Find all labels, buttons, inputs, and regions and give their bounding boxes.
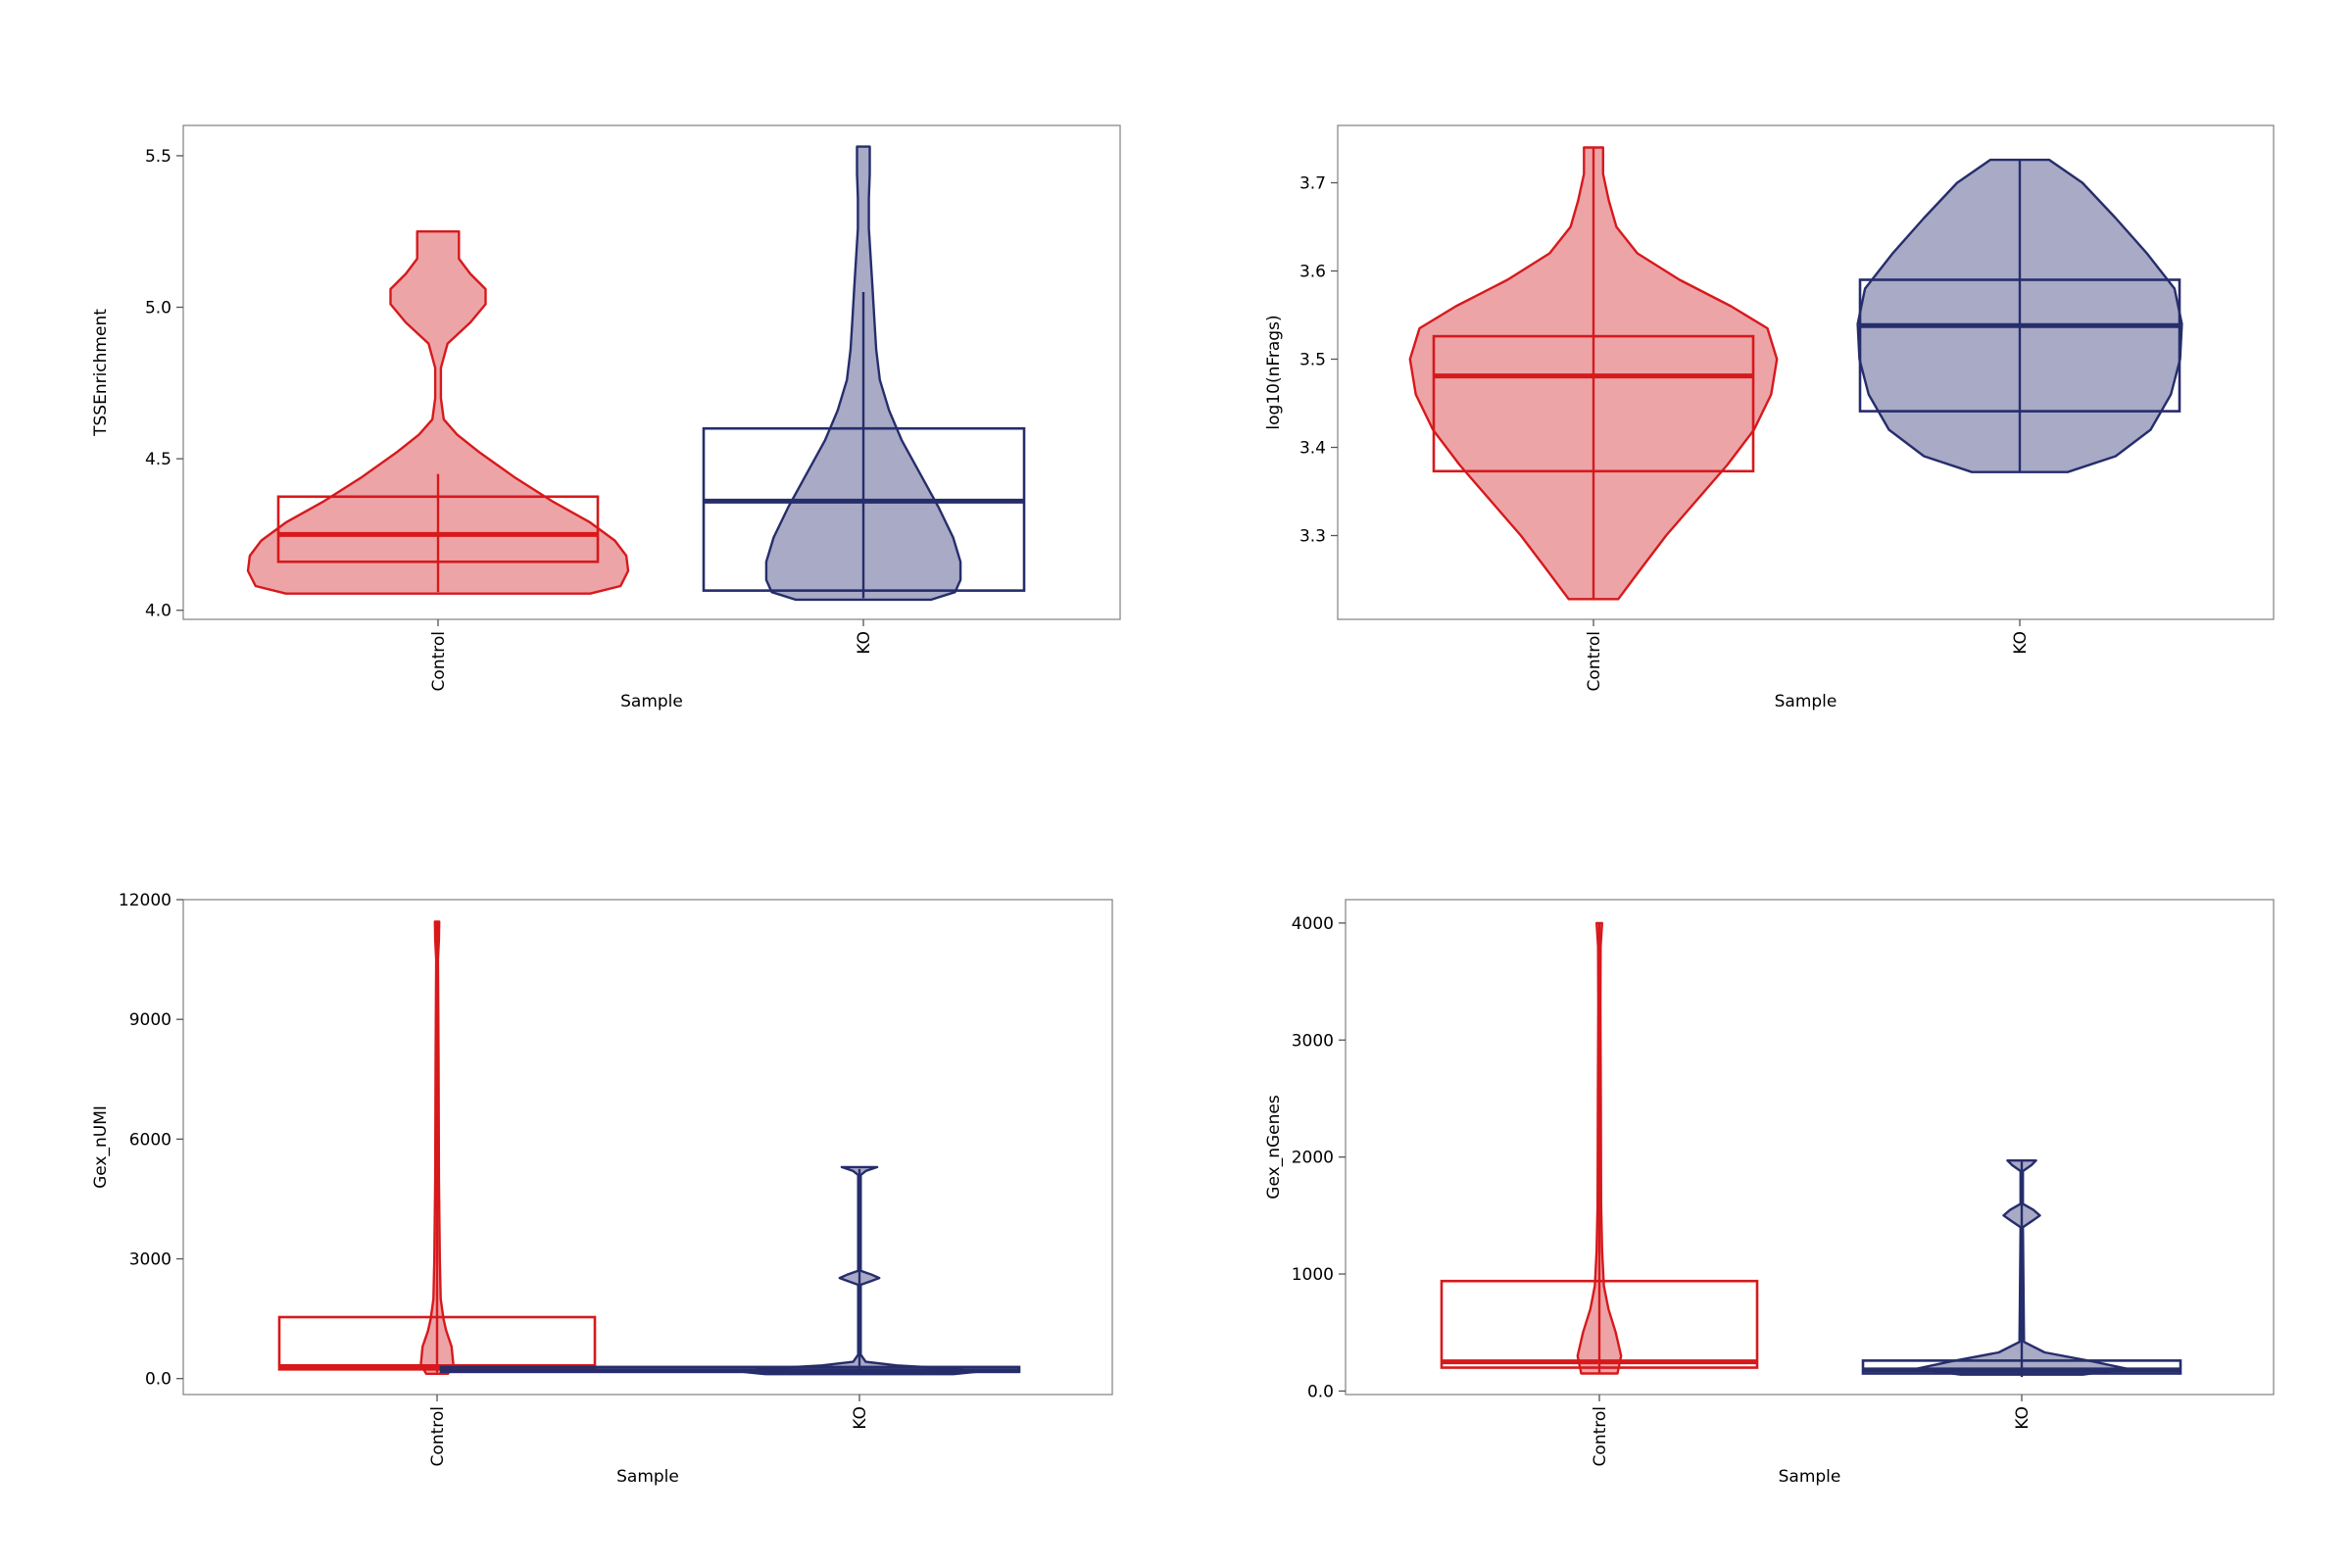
y-tick-label: 3.4	[1299, 439, 1326, 459]
y-tick-label: 3000	[129, 1250, 172, 1270]
box-iqr	[277, 1315, 597, 1371]
y-tick-label: 5.0	[145, 299, 172, 318]
x-axis-label: Sample	[1775, 692, 1838, 711]
box-iqr	[1432, 334, 1755, 473]
chart-panel-3: 0.0 3000 6000 9000 12000 Gex_nUMI Sample Contro…	[91, 891, 1113, 1487]
y-tick-label: 4.0	[145, 602, 172, 621]
y-tick-label: 3000	[1292, 1031, 1334, 1051]
series-ko	[439, 1165, 1021, 1376]
x-tick-label: Control	[1585, 631, 1604, 691]
y-tick-label: 4000	[1292, 914, 1334, 934]
x-tick-label: KO	[851, 1406, 870, 1430]
x-tick-label: Control	[429, 631, 449, 691]
series-control	[1440, 921, 1759, 1375]
y-axis-label: Gex_nUMI	[91, 1105, 111, 1189]
y-tick-label: 2000	[1292, 1149, 1334, 1168]
y-tick-label: 3.6	[1299, 263, 1326, 282]
chart-panel-2: 3.3 3.4 3.5 3.6 3.7 log10(nFrags) Sample Contro…	[1264, 124, 2275, 711]
chart-panel-1: 4.0 4.5 5.0 5.5 TSSEnrichment Sample Control KO	[91, 124, 1121, 711]
y-tick-label: 3.3	[1299, 527, 1326, 547]
series-ko	[702, 145, 1026, 602]
y-tick-label: 6000	[129, 1130, 172, 1150]
y-tick-label: 1000	[1292, 1265, 1334, 1285]
plot-frame	[1337, 124, 2275, 620]
x-tick-label: Control	[428, 1406, 448, 1466]
y-tick-label: 3.7	[1299, 174, 1326, 194]
y-tick-label: 0.0	[145, 1370, 172, 1390]
x-tick-label: KO	[855, 631, 874, 655]
series-control	[277, 920, 597, 1375]
y-tick-label: 12000	[119, 891, 172, 910]
y-tick-label: 9000	[129, 1010, 172, 1030]
x-tick-label: KO	[2011, 631, 2031, 655]
box-iqr	[1858, 278, 2181, 413]
box-iqr	[1440, 1279, 1759, 1369]
series-control	[1408, 146, 1779, 601]
box-iqr	[1861, 1359, 2182, 1375]
y-axis-label: TSSEnrichment	[91, 309, 111, 437]
x-axis-label: Sample	[616, 1467, 679, 1487]
x-axis-label: Sample	[1779, 1467, 1841, 1487]
plot-frame	[1345, 899, 2275, 1396]
x-tick-label: KO	[2013, 1406, 2033, 1430]
series-ko	[1861, 1159, 2182, 1378]
y-tick-label: 0.0	[1307, 1382, 1334, 1401]
y-tick-label: 4.5	[145, 450, 172, 469]
violin-control	[246, 230, 630, 595]
y-axis-label: log10(nFrags)	[1264, 315, 1284, 429]
x-axis-label: Sample	[620, 692, 683, 711]
y-axis-label: Gex_nGenes	[1264, 1095, 1284, 1200]
series-control	[246, 230, 630, 595]
y-tick-label: 3.5	[1299, 351, 1326, 370]
box-iqr	[276, 495, 600, 564]
x-tick-label: Control	[1591, 1406, 1610, 1466]
series-ko	[1856, 158, 2183, 473]
y-tick-label: 5.5	[145, 147, 172, 167]
box-iqr	[702, 426, 1026, 592]
plot-frame	[182, 899, 1113, 1396]
plot-frame	[182, 124, 1121, 620]
chart-panel-4: 0.0 1000 2000 3000 4000 Gex_nGenes Sample Contr…	[1264, 899, 2275, 1487]
